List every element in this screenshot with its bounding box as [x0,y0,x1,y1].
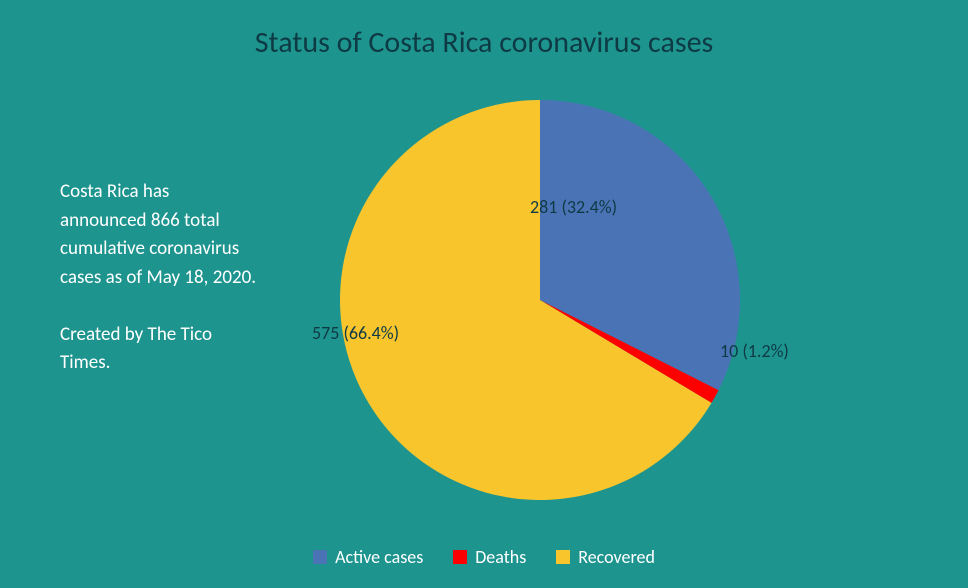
legend: Active cases Deaths Recovered [0,546,968,568]
description-text: Costa Rica has announced 866 total cumul… [60,178,260,292]
legend-item-deaths: Deaths [453,546,526,568]
legend-label: Active cases [335,546,423,568]
legend-item-recovered: Recovered [556,546,655,568]
legend-swatch [453,550,467,564]
legend-item-active-cases: Active cases [313,546,423,568]
pie-svg [340,100,740,500]
legend-label: Deaths [475,546,526,568]
legend-swatch [556,550,570,564]
slice-label-recovered: 575 (66.4%) [312,322,399,344]
chart-container: Status of Costa Rica coronavirus cases C… [0,0,968,588]
chart-title: Status of Costa Rica coronavirus cases [0,24,968,61]
slice-label-deaths: 10 (1.2%) [720,340,789,362]
legend-label: Recovered [578,546,655,568]
credit-text: Created by The Tico Times. [60,321,260,378]
chart-description-block: Costa Rica has announced 866 total cumul… [60,178,260,378]
legend-swatch [313,550,327,564]
slice-label-active-cases: 281 (32.4%) [530,196,617,218]
pie-chart [340,100,740,500]
